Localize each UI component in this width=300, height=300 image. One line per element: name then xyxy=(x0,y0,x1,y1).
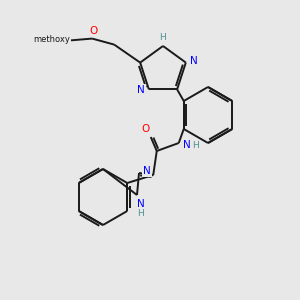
Text: N: N xyxy=(137,199,145,209)
Text: O: O xyxy=(89,26,97,36)
Text: methoxy: methoxy xyxy=(34,35,70,44)
Text: N: N xyxy=(190,56,198,66)
Text: N: N xyxy=(137,85,145,95)
Text: O: O xyxy=(142,124,150,134)
Text: N: N xyxy=(183,140,190,150)
Text: H: H xyxy=(192,140,199,149)
Text: H: H xyxy=(138,208,144,217)
Text: N: N xyxy=(143,166,151,176)
Text: H: H xyxy=(159,32,165,41)
